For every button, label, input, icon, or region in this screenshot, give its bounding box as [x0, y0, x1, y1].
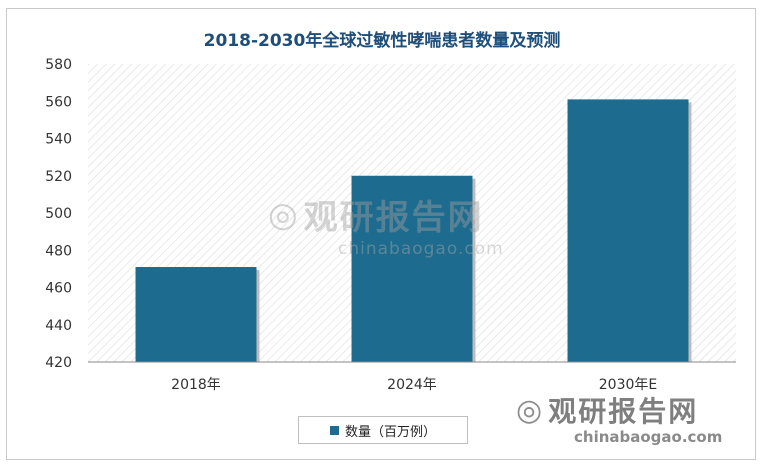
y-tick-label: 560: [45, 94, 72, 110]
watermark-corner: ◎ 观研报告网 chinabaogao.com: [516, 390, 723, 447]
legend-label: 数量（百万例）: [344, 424, 436, 440]
watermark-site: chinabaogao.com: [338, 239, 504, 259]
x-tick-label: 2030年E: [599, 377, 657, 393]
y-tick-label: 520: [45, 169, 72, 185]
legend: 数量（百万例）: [298, 416, 468, 444]
y-tick-label: 480: [45, 243, 72, 259]
watermark-brand: 观研报告网: [303, 198, 484, 238]
y-tick-label: 460: [45, 281, 72, 297]
y-tick-label: 440: [45, 318, 72, 334]
bar: [351, 175, 473, 362]
watermark-corner-site: chinabaogao.com: [574, 428, 723, 446]
bar: [135, 267, 257, 362]
watermark-logo-icon: ◎: [268, 194, 298, 235]
watermark-corner-logo-icon: ◎: [516, 392, 543, 428]
bar: [567, 99, 689, 362]
watermark-center: ◎ 观研报告网 chinabaogao.com: [268, 190, 504, 260]
y-axis: 420 440 460 480 500 520 540 560 580: [45, 57, 72, 371]
x-tick-label: 2024年: [387, 377, 437, 393]
watermark-corner-brand: 观研报告网: [548, 395, 699, 428]
y-tick-label: 580: [45, 57, 72, 73]
y-tick-label: 500: [45, 206, 72, 222]
bars: [135, 99, 692, 362]
legend-swatch: [329, 425, 339, 435]
x-tick-label: 2018年: [171, 377, 221, 393]
y-tick-label: 420: [45, 355, 72, 371]
y-tick-label: 540: [45, 132, 72, 148]
chart-title: 2018-2030年全球过敏性哮喘患者数量及预测: [203, 31, 561, 51]
x-axis: 2018年 2024年 2030年E: [171, 377, 657, 393]
